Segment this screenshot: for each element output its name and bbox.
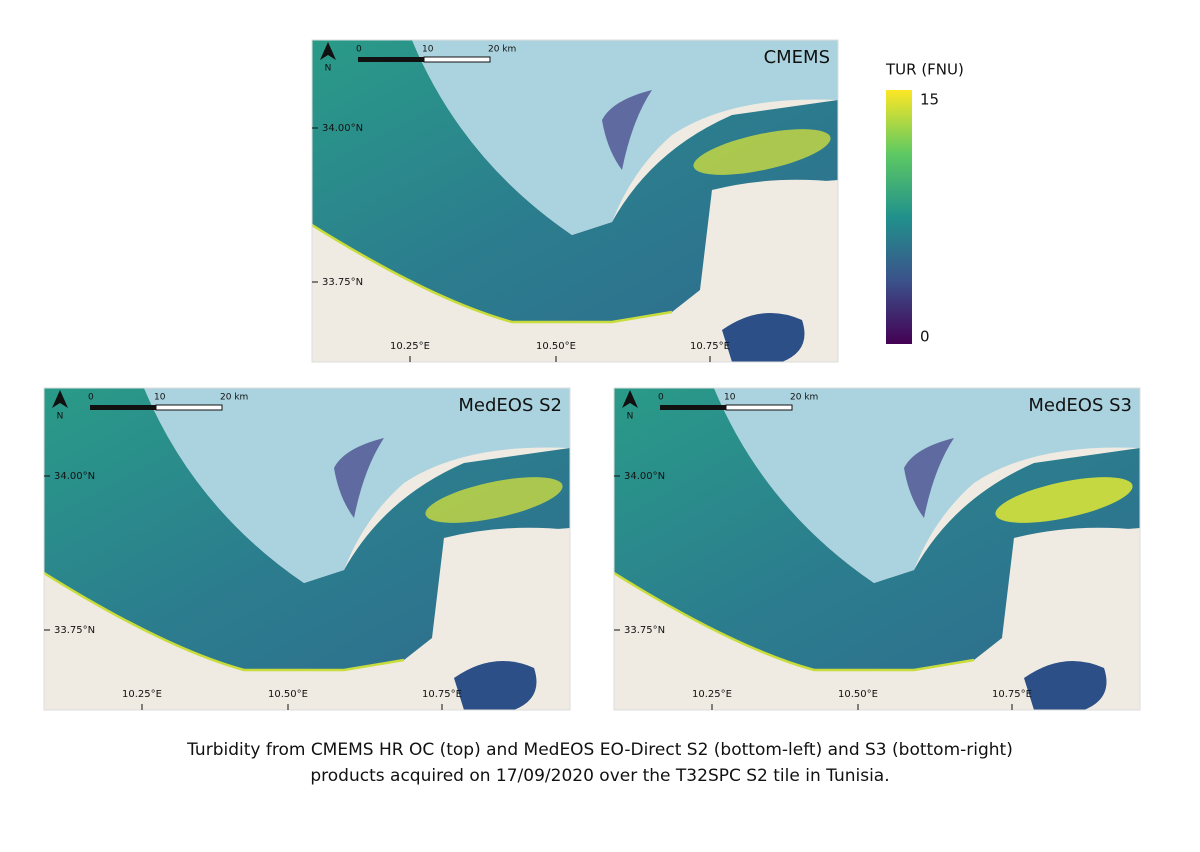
scale-white (423, 56, 491, 63)
colorbar (886, 90, 912, 344)
turbidity (312, 40, 838, 322)
panel-title: MedEOS S2 (458, 395, 562, 416)
map (44, 388, 570, 710)
land-east (436, 527, 570, 688)
scale-label: 0 (88, 393, 94, 403)
lon-label: 10.50°E (536, 341, 576, 352)
lat-label: 33.75°N (54, 625, 95, 636)
panel-title: CMEMS (764, 47, 830, 68)
coast-band (614, 571, 975, 672)
caption-line: products acquired on 17/09/2020 over the… (310, 766, 889, 786)
scale-black (358, 57, 424, 62)
scale-label: 10 (422, 45, 434, 55)
coast-band (44, 571, 405, 672)
north-label: N (627, 412, 634, 422)
north-arrow (52, 390, 68, 408)
turbidity (44, 388, 570, 670)
lat-label: 34.00°N (54, 471, 95, 482)
scale-label: 20 km (488, 45, 516, 55)
panel-title: MedEOS S3 (1028, 395, 1132, 416)
turbidity-high (693, 129, 831, 175)
land-east (1006, 527, 1140, 688)
scale-label: 20 km (790, 393, 818, 403)
frame (43, 387, 571, 711)
lat-label: 34.00°N (322, 123, 363, 134)
scale-label: 0 (356, 45, 362, 55)
land-east (704, 179, 838, 340)
lon-label: 10.25°E (692, 689, 732, 700)
turbidity-low (904, 438, 954, 518)
scale-black (90, 405, 156, 410)
lon-label: 10.25°E (390, 341, 430, 352)
lon-label: 10.75°E (992, 689, 1032, 700)
map-panel: N 0 10 20 km CMEMS 34.00°N 33.75°N 10.25°E 10.50… (311, 39, 839, 363)
scale-label: 10 (154, 393, 166, 403)
turbidity-low (334, 438, 384, 518)
lagoon (722, 312, 805, 362)
turbidity-high (425, 477, 563, 523)
scale-label: 10 (724, 393, 736, 403)
lagoon (1024, 660, 1107, 710)
map (614, 388, 1140, 710)
caption-line: Turbidity from CMEMS HR OC (top) and Med… (186, 740, 1013, 760)
scale-white (155, 404, 223, 411)
north-label: N (325, 64, 332, 74)
lon-label: 10.50°E (268, 689, 308, 700)
scale-label: 20 km (220, 393, 248, 403)
lat-label: 34.00°N (624, 471, 665, 482)
map-panel: N 0 10 20 km MedEOS S3 34.00°N 33.75°N 10.25°E 1… (613, 387, 1141, 711)
lat-label: 33.75°N (624, 625, 665, 636)
scale-black (660, 405, 726, 410)
frame (311, 39, 839, 363)
lat-label: 33.75°N (322, 277, 363, 288)
scale-white (725, 404, 793, 411)
lon-label: 10.50°E (838, 689, 878, 700)
colorbar-min: 0 (920, 328, 930, 346)
map-panel: N 0 10 20 km MedEOS S2 34.00°N 33.75°N 10.25°E 1… (43, 387, 571, 711)
lon-label: 10.75°E (690, 341, 730, 352)
coast-band (312, 223, 673, 324)
lagoon (454, 660, 537, 710)
lon-label: 10.25°E (122, 689, 162, 700)
colorbar-max: 15 (920, 91, 939, 109)
lon-label: 10.75°E (422, 689, 462, 700)
north-arrow (320, 42, 336, 60)
scale-label: 0 (658, 393, 664, 403)
map (312, 40, 838, 362)
frame (613, 387, 1141, 711)
colorbar-title: TUR (FNU) (885, 61, 964, 79)
turbidity-low (602, 90, 652, 170)
north-label: N (57, 412, 64, 422)
turbidity (614, 388, 1140, 670)
north-arrow (622, 390, 638, 408)
turbidity-high (995, 477, 1133, 523)
